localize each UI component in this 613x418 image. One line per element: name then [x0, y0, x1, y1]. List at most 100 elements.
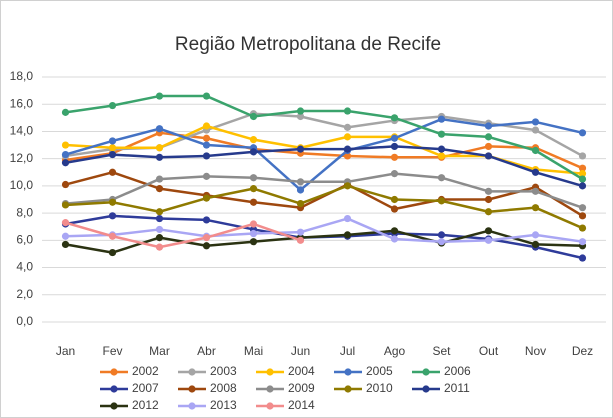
x-tick-label: Mar	[149, 344, 170, 358]
point	[343, 145, 352, 153]
point	[578, 164, 587, 172]
point	[437, 130, 446, 138]
point	[343, 182, 352, 190]
legend-label: 2010	[366, 381, 393, 395]
point	[155, 185, 164, 193]
legend-entry: 2008	[178, 381, 237, 395]
legend-entry: 2014	[256, 398, 315, 412]
point	[484, 236, 493, 244]
point	[343, 133, 352, 141]
point	[578, 129, 587, 137]
x-tick-label: Abr	[197, 344, 216, 358]
point	[390, 227, 399, 235]
point	[108, 137, 117, 145]
x-tick-label: Dez	[572, 344, 593, 358]
legend-label: 2003	[210, 364, 237, 378]
point	[390, 235, 399, 243]
legend-label: 2008	[210, 381, 237, 395]
legend-swatch	[266, 402, 274, 410]
x-tick-label: Fev	[102, 344, 122, 358]
point	[61, 232, 70, 240]
x-tick-label: Jun	[291, 344, 310, 358]
series-line	[65, 172, 583, 209]
legend-label: 2009	[288, 381, 315, 395]
y-tick-label: 18,0	[10, 69, 34, 83]
point	[390, 134, 399, 142]
point	[202, 141, 211, 149]
point	[61, 150, 70, 159]
series	[61, 170, 587, 212]
point	[61, 108, 70, 116]
y-tick-label: 16,0	[10, 96, 34, 110]
point	[531, 204, 540, 212]
point	[249, 112, 258, 121]
point	[531, 168, 540, 176]
legend-entry: 2003	[178, 364, 237, 378]
point	[202, 152, 211, 160]
point	[296, 199, 305, 208]
legend-label: 2007	[132, 381, 159, 395]
point	[155, 208, 164, 216]
point	[578, 254, 587, 262]
series	[61, 219, 305, 251]
point	[249, 136, 258, 144]
point	[343, 231, 352, 239]
point	[531, 146, 540, 155]
legend-label: 2011	[444, 381, 470, 395]
series-line	[65, 217, 583, 243]
point	[343, 107, 352, 115]
point	[296, 186, 305, 194]
series-line	[65, 184, 583, 230]
point	[155, 125, 164, 133]
point	[484, 133, 493, 141]
point	[484, 122, 493, 130]
point	[390, 170, 399, 178]
point	[390, 195, 399, 204]
point	[108, 144, 117, 152]
point	[578, 204, 587, 212]
point	[578, 238, 587, 246]
point	[108, 198, 117, 206]
point	[61, 219, 70, 227]
x-tick-label: Mai	[244, 344, 263, 358]
series	[61, 182, 587, 232]
legend-entry: 2007	[100, 381, 159, 395]
series-line	[65, 145, 583, 188]
point	[155, 153, 164, 161]
point	[296, 112, 305, 121]
point	[578, 224, 587, 232]
point	[61, 141, 70, 149]
legend-label: 2004	[288, 364, 315, 378]
point	[296, 178, 305, 186]
legend-entry: 2011	[412, 381, 470, 395]
point	[155, 234, 164, 242]
legend-label: 2002	[132, 364, 159, 378]
series-line	[65, 171, 584, 217]
point	[108, 212, 117, 220]
point	[108, 248, 117, 257]
series-line	[65, 94, 584, 181]
legend-label: 2014	[288, 398, 315, 412]
point	[202, 194, 211, 202]
series	[61, 214, 587, 246]
legend-entry: 2005	[334, 364, 393, 378]
point	[202, 234, 211, 242]
point	[390, 114, 399, 122]
point	[484, 152, 493, 160]
legend-swatch	[344, 368, 352, 376]
legend-swatch	[110, 385, 118, 393]
point	[343, 152, 352, 160]
point	[578, 212, 587, 220]
legend-label: 2012	[132, 398, 159, 412]
point	[202, 122, 211, 130]
point	[343, 123, 352, 131]
legend-label: 2005	[366, 364, 393, 378]
point	[155, 175, 164, 183]
point	[296, 236, 305, 244]
point	[249, 185, 258, 193]
point	[108, 232, 117, 240]
point	[578, 182, 587, 190]
point	[108, 150, 117, 159]
series	[61, 92, 587, 183]
legend-swatch	[266, 368, 274, 376]
